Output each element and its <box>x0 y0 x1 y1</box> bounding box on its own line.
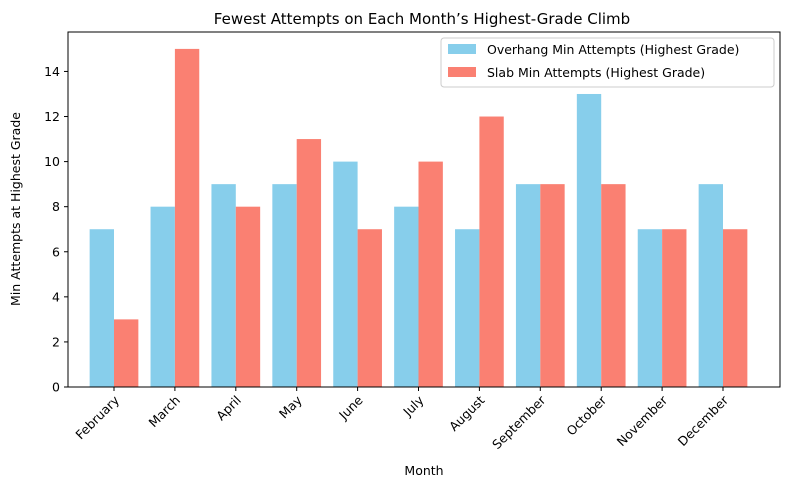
y-tick-label: 14 <box>44 64 60 79</box>
legend-label-slab: Slab Min Attempts (Highest Grade) <box>487 65 705 80</box>
x-tick-label: November <box>614 392 671 449</box>
bar-overhang-august <box>455 229 480 387</box>
chart-title: Fewest Attempts on Each Month’s Highest-… <box>214 10 630 28</box>
y-axis-label: Min Attempts at Highest Grade <box>8 112 23 306</box>
bar-overhang-february <box>89 229 114 387</box>
legend-frame <box>440 37 775 88</box>
x-tick-label: December <box>675 392 732 449</box>
y-tick-label: 2 <box>52 334 60 349</box>
bar-slab-august <box>479 116 504 388</box>
y-tick-label: 4 <box>52 289 60 304</box>
bar-overhang-july <box>394 206 419 387</box>
x-tick-label: August <box>446 392 488 434</box>
bar-slab-november <box>662 229 687 387</box>
bar-overhang-april <box>211 184 236 387</box>
x-tick-label: July <box>399 392 427 420</box>
legend-label-overhang: Overhang Min Attempts (Highest Grade) <box>487 42 739 57</box>
x-tick-label: September <box>489 392 549 452</box>
bar-overhang-december <box>698 184 723 387</box>
y-tick-label: 0 <box>52 380 60 395</box>
bar-overhang-november <box>637 229 663 387</box>
bar-overhang-june <box>333 161 358 387</box>
legend: Overhang Min Attempts (Highest Grade) Sl… <box>440 37 775 88</box>
bars-layer <box>89 48 748 388</box>
y-tick-layer: 0 2 4 6 8 10 12 14 <box>44 64 68 395</box>
x-axis-label: Month <box>404 463 443 478</box>
y-tick-label: 12 <box>44 109 60 124</box>
plot-frame <box>67 31 781 388</box>
y-tick-label: 6 <box>52 244 60 259</box>
bar-slab-may <box>296 139 322 387</box>
x-tick-label: March <box>145 393 183 431</box>
y-tick-label: 10 <box>44 154 60 169</box>
bar-slab-july <box>418 161 443 387</box>
bar-overhang-september <box>515 184 541 387</box>
x-tick-label: May <box>276 392 305 421</box>
bar-slab-june <box>357 229 382 387</box>
legend-swatch-slab <box>448 67 476 77</box>
bar-overhang-october <box>576 93 602 387</box>
bar-slab-february <box>114 319 139 387</box>
bar-slab-october <box>601 184 626 387</box>
x-tick-label: June <box>335 392 366 423</box>
x-tick-label: February <box>72 392 122 442</box>
bar-slab-december <box>723 229 748 387</box>
bar-slab-april <box>235 206 261 387</box>
bar-overhang-may <box>272 184 297 387</box>
x-tick-layer: February March April May June July August Septe… <box>72 387 732 452</box>
bar-slab-march <box>174 48 200 388</box>
x-tick-label: April <box>213 393 244 424</box>
bar-overhang-march <box>150 206 175 387</box>
bar-slab-september <box>540 184 565 387</box>
legend-swatch-overhang <box>448 44 476 54</box>
x-tick-label: October <box>563 392 610 439</box>
y-tick-label: 8 <box>52 199 60 214</box>
